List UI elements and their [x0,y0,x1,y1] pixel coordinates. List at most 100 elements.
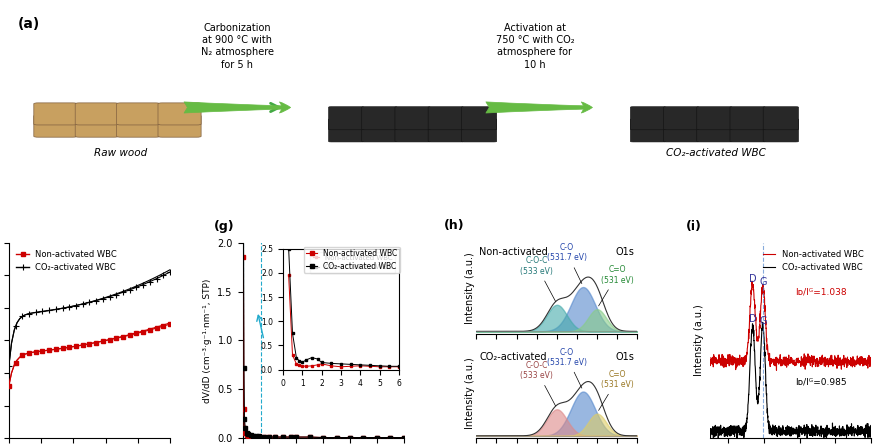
CO₂-activated WBC [831,431,841,436]
CO₂-activated WBC [277,434,288,440]
CO₂-activated WBC [269,434,280,440]
CO₂-activated WBC [286,434,297,440]
Text: (i): (i) [686,220,701,233]
FancyBboxPatch shape [664,107,699,130]
Text: D: D [749,274,756,284]
CO₂-activated WBC [318,435,328,440]
Non-activated WBC [371,435,382,440]
FancyBboxPatch shape [395,119,430,142]
Text: Activation at
750 °C with CO₂
atmosphere for
10 h: Activation at 750 °C with CO₂ atmosphere… [495,22,574,70]
CO₂-activated WBC [291,434,302,440]
Text: CO₂-activated: CO₂-activated [480,352,547,362]
FancyBboxPatch shape [328,107,364,130]
FancyBboxPatch shape [75,115,118,137]
Non-activated WBC [746,278,757,284]
CO₂-activated WBC [248,434,259,439]
Non-activated WBC [269,434,280,440]
CO₂-activated WBC [259,434,269,439]
Non-activated WBC [239,426,250,431]
Text: C=O
(531 eV): C=O (531 eV) [598,265,634,306]
Non-activated WBC [277,434,288,440]
Non-activated WBC [304,434,315,440]
Line: Non-activated WBC: Non-activated WBC [242,256,406,439]
Y-axis label: Intensity (a.u.): Intensity (a.u.) [694,304,705,376]
FancyBboxPatch shape [395,107,430,130]
CO₂-activated WBC [385,435,396,440]
CO₂-activated WBC [722,430,732,435]
FancyBboxPatch shape [461,107,496,130]
Text: (a): (a) [18,17,40,31]
Text: O1s: O1s [615,247,634,257]
CO₂-activated WBC [776,427,787,432]
CO₂-activated WBC [358,435,369,440]
CO₂-activated WBC [866,427,876,433]
Non-activated WBC [259,434,269,440]
Text: Iᴅ/Iᴳ=0.985: Iᴅ/Iᴳ=0.985 [795,378,847,387]
Text: CO₂-activated WBC: CO₂-activated WBC [666,148,766,158]
Non-activated WBC [241,432,252,438]
CO₂-activated WBC [304,434,315,440]
FancyBboxPatch shape [429,107,464,130]
Text: (h): (h) [444,219,465,232]
Non-activated WBC [771,367,781,373]
FancyBboxPatch shape [763,119,798,142]
Legend: Non-activated WBC, CO₂-activated WBC: Non-activated WBC, CO₂-activated WBC [304,247,400,273]
Non-activated WBC [776,358,787,364]
FancyBboxPatch shape [116,115,160,137]
FancyBboxPatch shape [328,119,364,142]
CO₂-activated WBC [345,435,356,440]
Text: C-O-C
(533 eV): C-O-C (533 eV) [520,256,555,301]
FancyBboxPatch shape [730,107,766,130]
FancyBboxPatch shape [630,119,666,142]
CO₂-activated WBC [238,186,249,192]
Text: Carbonization
at 900 °C with
N₂ atmosphere
for 5 h: Carbonization at 900 °C with N₂ atmosphe… [201,22,274,70]
Line: Non-activated WBC: Non-activated WBC [710,281,871,370]
Legend: Non-activated WBC, CO₂-activated WBC: Non-activated WBC, CO₂-activated WBC [759,247,867,276]
Non-activated WBC [286,434,297,440]
CO₂-activated WBC [264,434,275,440]
Text: Non-activated: Non-activated [480,247,548,257]
Non-activated WBC [345,435,356,440]
Non-activated WBC [833,357,844,363]
Non-activated WBC [399,435,409,440]
CO₂-activated WBC [253,434,264,439]
FancyBboxPatch shape [33,115,77,137]
CO₂-activated WBC [243,431,253,437]
CO₂-activated WBC [238,365,249,371]
CO₂-activated WBC [241,430,252,436]
Non-activated WBC [831,359,841,365]
CO₂-activated WBC [708,437,719,443]
Text: D: D [749,314,756,324]
Non-activated WBC [358,435,369,440]
Non-activated WBC [238,406,249,411]
CO₂-activated WBC [705,426,715,431]
Non-activated WBC [816,357,826,363]
FancyBboxPatch shape [362,107,397,130]
FancyBboxPatch shape [362,119,397,142]
Text: Iᴅ/Iᴳ=1.038: Iᴅ/Iᴳ=1.038 [795,287,847,296]
FancyBboxPatch shape [697,107,732,130]
FancyBboxPatch shape [461,119,496,142]
FancyBboxPatch shape [158,115,202,137]
CO₂-activated WBC [757,320,767,325]
Text: G: G [759,277,766,287]
CO₂-activated WBC [770,426,781,432]
Text: C=O
(531 eV): C=O (531 eV) [598,370,634,410]
CO₂-activated WBC [331,435,341,440]
Non-activated WBC [866,357,876,362]
CO₂-activated WBC [239,416,250,421]
Non-activated WBC [331,435,341,440]
Non-activated WBC [253,434,264,440]
Non-activated WBC [240,430,251,436]
CO₂-activated WBC [240,426,251,431]
Text: C-O
(531.7 eV): C-O (531.7 eV) [547,347,587,388]
Text: C-O
(531.7 eV): C-O (531.7 eV) [547,243,587,284]
Non-activated WBC [318,435,328,440]
Text: O1s: O1s [615,352,634,362]
FancyBboxPatch shape [763,107,798,130]
Text: (g): (g) [214,220,234,233]
Line: CO₂-activated WBC: CO₂-activated WBC [710,322,871,440]
Legend: Non-activated WBC, CO₂-activated WBC: Non-activated WBC, CO₂-activated WBC [13,247,121,276]
Y-axis label: Intensity (a.u.): Intensity (a.u.) [465,357,475,429]
Non-activated WBC [238,255,249,260]
